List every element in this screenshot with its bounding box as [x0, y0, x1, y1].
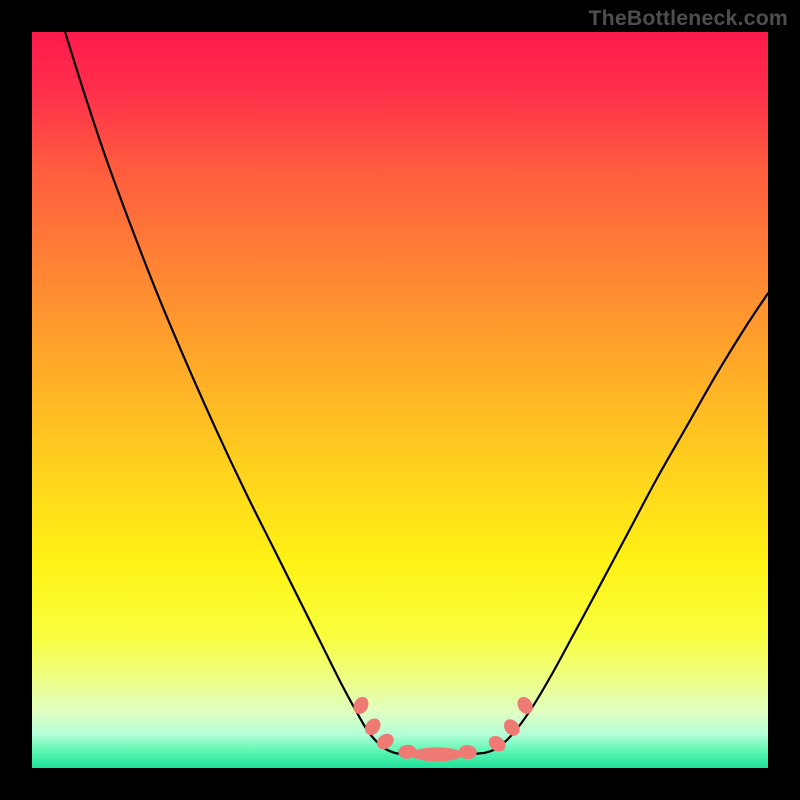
curve-marker: [351, 694, 372, 716]
watermark-text: TheBottleneck.com: [588, 6, 788, 31]
curve-marker: [458, 745, 477, 760]
plot-svg: [32, 32, 768, 768]
curve-right-arm: [485, 293, 768, 753]
curve-marker: [501, 716, 523, 739]
plot-frame: [32, 32, 768, 768]
canvas-root: TheBottleneck.com: [0, 0, 800, 800]
curve-marker: [411, 747, 463, 761]
curve-left-arm: [65, 32, 404, 754]
